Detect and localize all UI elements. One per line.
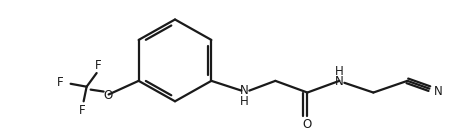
Text: F: F [57,76,64,89]
Text: O: O [302,118,311,131]
Text: N: N [433,85,442,98]
Text: F: F [79,104,86,117]
Text: F: F [95,59,102,72]
Text: H: H [334,65,343,78]
Text: N: N [334,75,343,88]
Text: O: O [103,89,112,102]
Text: H: H [239,95,248,108]
Text: N: N [239,84,248,97]
